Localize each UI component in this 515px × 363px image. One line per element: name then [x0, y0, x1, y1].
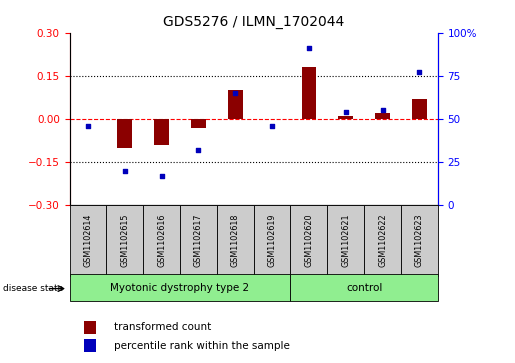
- Bar: [290, 205, 328, 276]
- Point: [268, 123, 276, 129]
- Text: GSM1102619: GSM1102619: [268, 214, 277, 267]
- Bar: [412, 99, 427, 119]
- Point: [194, 147, 202, 153]
- Bar: [253, 205, 290, 276]
- Bar: [290, 274, 438, 301]
- Text: GSM1102622: GSM1102622: [378, 214, 387, 267]
- Text: percentile rank within the sample: percentile rank within the sample: [114, 341, 289, 351]
- Text: disease state: disease state: [3, 284, 63, 293]
- Point: [121, 168, 129, 174]
- Bar: [228, 90, 243, 119]
- Text: GSM1102623: GSM1102623: [415, 214, 424, 267]
- Text: GSM1102614: GSM1102614: [83, 214, 92, 267]
- Point: [158, 173, 166, 179]
- Point: [231, 90, 239, 96]
- Point: [84, 123, 92, 129]
- Bar: [117, 119, 132, 148]
- Text: transformed count: transformed count: [114, 322, 211, 333]
- Bar: [328, 205, 364, 276]
- Bar: [84, 339, 96, 352]
- Text: control: control: [346, 283, 382, 293]
- Bar: [154, 119, 169, 145]
- Point: [341, 109, 350, 115]
- Bar: [106, 205, 143, 276]
- Bar: [84, 321, 96, 334]
- Point: [415, 69, 423, 75]
- Bar: [375, 113, 390, 119]
- Title: GDS5276 / ILMN_1702044: GDS5276 / ILMN_1702044: [163, 15, 344, 29]
- Point: [305, 45, 313, 51]
- Bar: [70, 205, 107, 276]
- Point: [379, 107, 387, 113]
- Text: GSM1102618: GSM1102618: [231, 214, 239, 267]
- Bar: [180, 205, 217, 276]
- Text: GSM1102617: GSM1102617: [194, 214, 203, 267]
- Bar: [401, 205, 438, 276]
- Text: Myotonic dystrophy type 2: Myotonic dystrophy type 2: [110, 283, 250, 293]
- Text: GSM1102616: GSM1102616: [157, 214, 166, 267]
- Bar: [301, 67, 316, 119]
- Bar: [191, 119, 206, 127]
- Bar: [217, 205, 254, 276]
- Bar: [70, 274, 290, 301]
- Text: GSM1102621: GSM1102621: [341, 214, 350, 267]
- Bar: [143, 205, 180, 276]
- Text: GSM1102615: GSM1102615: [121, 214, 129, 267]
- Bar: [338, 116, 353, 119]
- Text: GSM1102620: GSM1102620: [304, 214, 313, 267]
- Bar: [364, 205, 401, 276]
